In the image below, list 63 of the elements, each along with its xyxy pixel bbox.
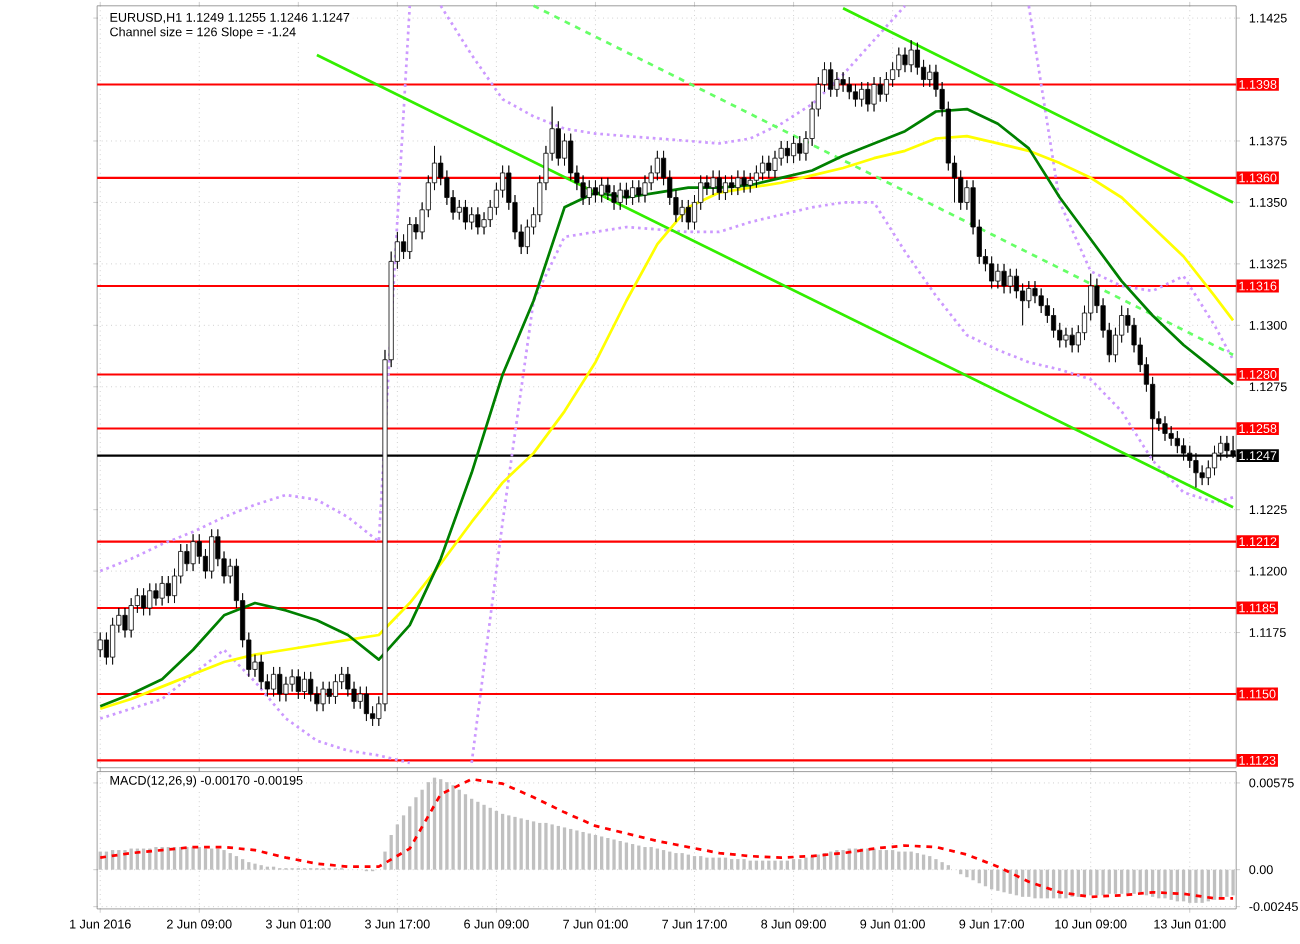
candlestick bbox=[1001, 263, 1007, 294]
candlestick bbox=[766, 155, 772, 179]
candlestick bbox=[760, 155, 766, 181]
candlestick bbox=[685, 199, 691, 230]
candlestick bbox=[165, 575, 171, 604]
candlestick bbox=[902, 47, 908, 73]
candlestick bbox=[729, 175, 735, 196]
candlestick bbox=[636, 180, 642, 203]
candlestick bbox=[363, 686, 369, 722]
candlestick bbox=[995, 263, 1001, 289]
candlestick bbox=[859, 81, 865, 108]
candlestick bbox=[1007, 268, 1013, 294]
candlestick bbox=[332, 674, 339, 705]
candlestick bbox=[592, 180, 599, 203]
candlestick bbox=[147, 583, 153, 616]
line-series bbox=[98, 4, 412, 573]
candlestick bbox=[877, 76, 883, 103]
candlestick bbox=[716, 170, 722, 201]
line-series bbox=[98, 648, 412, 765]
candlestick bbox=[277, 666, 283, 702]
candlestick bbox=[407, 216, 413, 260]
candlestick bbox=[617, 182, 623, 211]
candlestick bbox=[586, 180, 592, 206]
candlestick bbox=[791, 135, 797, 164]
candlestick bbox=[797, 135, 803, 162]
candlestick bbox=[840, 71, 846, 93]
candlestick bbox=[630, 180, 636, 206]
candlestick bbox=[258, 654, 264, 690]
candlestick bbox=[599, 177, 605, 203]
candlestick bbox=[295, 669, 301, 700]
candlestick bbox=[209, 529, 215, 579]
candlestick bbox=[159, 575, 165, 607]
candlestick bbox=[97, 632, 103, 658]
line-series bbox=[1027, 4, 1235, 362]
candlestick bbox=[1069, 327, 1075, 353]
candlestick bbox=[846, 76, 852, 100]
candlestick bbox=[469, 207, 475, 230]
candlestick bbox=[871, 76, 877, 112]
candlestick bbox=[989, 256, 995, 289]
candlestick bbox=[735, 170, 741, 196]
candlestick bbox=[326, 681, 332, 705]
candlestick bbox=[475, 207, 481, 235]
candlestick bbox=[462, 199, 469, 230]
candlestick bbox=[141, 588, 147, 616]
candlestick bbox=[320, 681, 326, 712]
candlestick bbox=[301, 671, 308, 700]
candlestick bbox=[741, 170, 747, 194]
candlestick bbox=[747, 172, 753, 194]
candlestick bbox=[190, 533, 196, 572]
candlestick bbox=[611, 184, 617, 211]
candlestick bbox=[722, 175, 729, 201]
candlestick bbox=[710, 170, 716, 196]
candlestick bbox=[153, 583, 159, 607]
candlestick bbox=[908, 39, 914, 73]
candlestick bbox=[289, 669, 295, 693]
candlestick bbox=[784, 140, 790, 164]
candlestick bbox=[271, 666, 277, 697]
candlestick bbox=[852, 84, 859, 108]
candlestick bbox=[828, 62, 834, 98]
candlestick bbox=[1162, 416, 1168, 442]
candlestick bbox=[623, 182, 629, 206]
candlestick bbox=[1063, 327, 1069, 348]
candlestick bbox=[865, 81, 871, 112]
